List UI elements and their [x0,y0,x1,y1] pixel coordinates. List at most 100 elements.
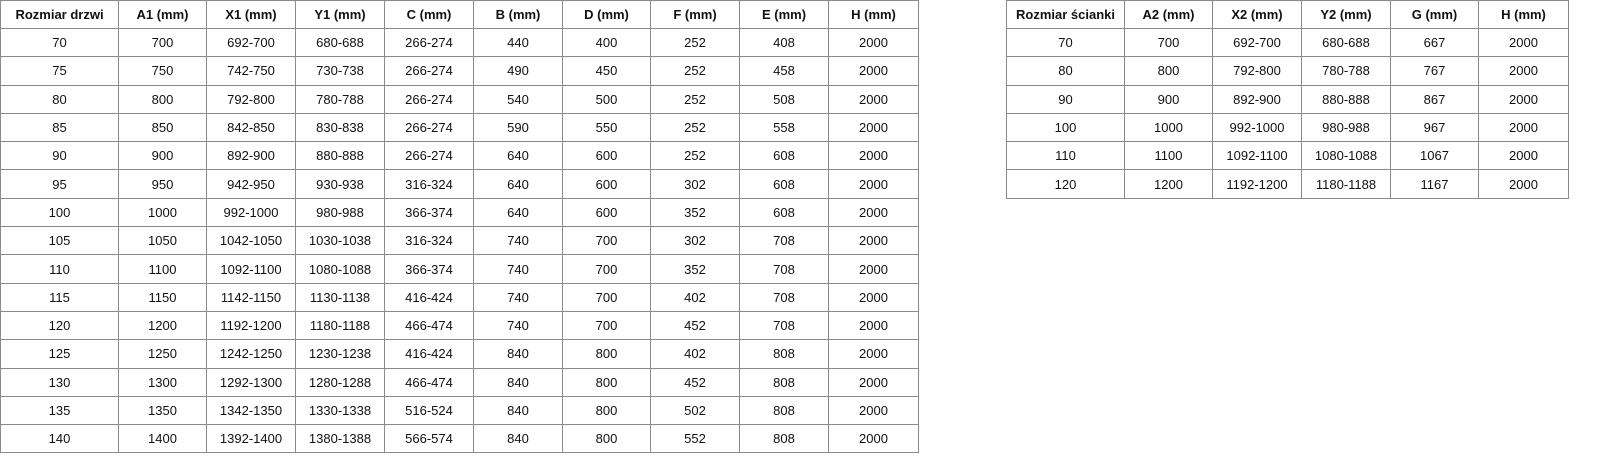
table-cell: 252 [650,112,740,143]
table-cell: 2000 [828,424,919,454]
table-cell: 266-274 [384,84,474,114]
table-row: 75 750 742-750 730-738 266-274 490 450 252 458 20… [0,56,919,86]
table-cell: 416-424 [384,339,474,369]
table-row: 85 850 842-850 830-838 266-274 590 550 252 558 20… [0,112,919,143]
table-cell: 608 [739,169,829,199]
table-cell: 1000 [118,197,207,228]
column-header: G (mm) [1390,0,1479,29]
table-cell: 992-1000 [206,197,296,228]
table-row: 135 1350 1342-1350 1330-1338 516-524 840 800 50… [0,395,919,426]
table-row: 70 700 692-700 680-688 266-274 440 400 252 408 20… [0,27,919,58]
table-cell: 80 [0,84,119,114]
table-cell: 2000 [1478,84,1569,114]
table-cell: 980-988 [1301,112,1391,143]
table-cell: 800 [118,84,207,114]
table-cell: 767 [1390,56,1479,86]
table-cell: 608 [739,141,829,171]
table-row: 80 800 792-800 780-788 266-274 540 500 252 508 20… [0,84,919,114]
table-row: 125 1250 1242-1250 1230-1238 416-424 840 800 40… [0,339,919,369]
table-cell: 708 [739,310,829,341]
table-cell: 1230-1238 [295,339,385,369]
column-header: A1 (mm) [118,0,207,29]
table-cell: 1192-1200 [206,310,296,341]
table-cell: 1242-1250 [206,339,296,369]
table-cell: 608 [739,197,829,228]
table-cell: 2000 [828,84,919,114]
table-cell: 1342-1350 [206,395,296,426]
table-cell: 252 [650,141,740,171]
table-cell: 840 [473,424,563,454]
table-cell: 1092-1100 [1212,141,1302,171]
table-cell: 408 [739,27,829,58]
table-cell: 700 [562,254,651,284]
table-cell: 800 [562,367,651,397]
table-cell: 1200 [118,310,207,341]
table-cell: 1400 [118,424,207,454]
table-cell: 680-688 [295,27,385,58]
table-cell: 740 [473,282,563,312]
table-cell: 566-574 [384,424,474,454]
table-row: 140 1400 1392-1400 1380-1388 566-574 840 800 55… [0,424,919,454]
table-cell: 700 [562,310,651,341]
table-cell: 352 [650,254,740,284]
wall-dimensions-table: Rozmiar ścianki A2 (mm) X2 (mm) Y2 (mm) G (m… [1006,0,1569,199]
table-cell: 302 [650,169,740,199]
table-cell: 316-324 [384,169,474,199]
table-cell: 252 [650,84,740,114]
column-header: X1 (mm) [206,0,296,29]
table-cell: 808 [739,395,829,426]
table-cell: 252 [650,27,740,58]
table-cell: 540 [473,84,563,114]
door-dimensions-table: Rozmiar drzwi A1 (mm) X1 (mm) Y1 (mm) C (mm)… [0,0,919,454]
column-header: H (mm) [1478,0,1569,29]
table-cell: 892-900 [1212,84,1302,114]
table-cell: 640 [473,197,563,228]
table-row: 105 1050 1042-1050 1030-1038 316-324 740 700 30… [0,226,919,256]
table-cell: 740 [473,254,563,284]
table-cell: 2000 [828,395,919,426]
table-cell: 730-738 [295,56,385,86]
table-cell: 2000 [828,282,919,312]
table-cell: 266-274 [384,112,474,143]
table-cell: 110 [1006,141,1125,171]
table-cell: 1180-1188 [1301,169,1391,199]
table-cell: 800 [562,395,651,426]
table-cell: 808 [739,339,829,369]
table-cell: 90 [0,141,119,171]
table-cell: 1167 [1390,169,1479,199]
table-cell: 516-524 [384,395,474,426]
table-cell: 708 [739,282,829,312]
table-cell: 2000 [1478,56,1569,86]
table-cell: 600 [562,169,651,199]
table-cell: 1380-1388 [295,424,385,454]
table-cell: 880-888 [1301,84,1391,114]
table-cell: 1130-1138 [295,282,385,312]
table-cell: 1200 [1124,169,1213,199]
column-header: F (mm) [650,0,740,29]
table-cell: 402 [650,282,740,312]
table-cell: 1067 [1390,141,1479,171]
table-cell: 640 [473,141,563,171]
table-cell: 466-474 [384,367,474,397]
table-cell: 2000 [828,56,919,86]
table-cell: 2000 [828,310,919,341]
table-cell: 80 [1006,56,1125,86]
table-cell: 70 [1006,27,1125,58]
table-cell: 2000 [828,169,919,199]
table-cell: 1080-1088 [1301,141,1391,171]
table-cell: 402 [650,339,740,369]
table-cell: 2000 [828,367,919,397]
table-cell: 2000 [828,197,919,228]
table-row: 90 900 892-900 880-888 266-274 640 600 252 608 20… [0,141,919,171]
table-cell: 930-938 [295,169,385,199]
table-cell: 2000 [828,27,919,58]
table-cell: 452 [650,310,740,341]
table-cell: 840 [473,339,563,369]
table-cell: 2000 [1478,141,1569,171]
table-cell: 70 [0,27,119,58]
table-cell: 2000 [828,254,919,284]
table-cell: 808 [739,424,829,454]
table-cell: 800 [562,339,651,369]
table-cell: 1092-1100 [206,254,296,284]
table-row: 80 800 792-800 780-788 767 2000 [1006,56,1569,86]
